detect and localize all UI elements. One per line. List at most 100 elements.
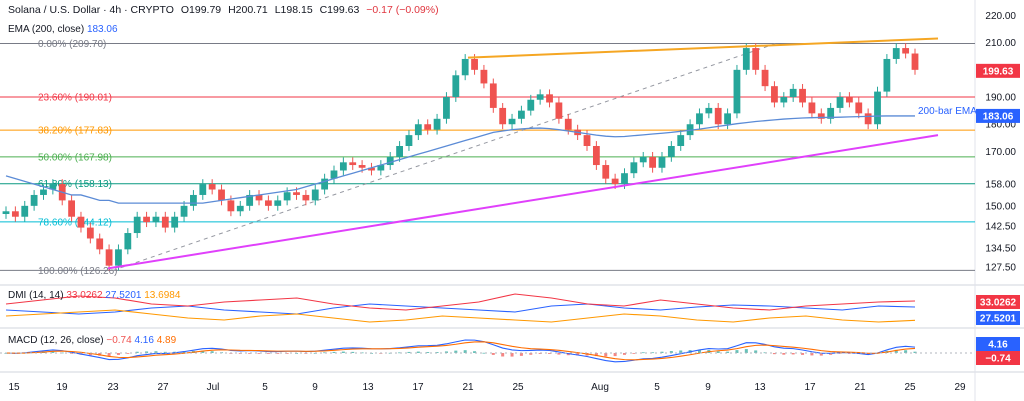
- macd-histogram-bar: [398, 352, 402, 354]
- candle-body: [452, 75, 460, 98]
- candle-body: [705, 107, 713, 114]
- candle-body: [161, 216, 169, 228]
- macd-hist-value: −0.74: [106, 335, 132, 346]
- candle-body: [902, 48, 910, 54]
- macd-histogram-bar: [332, 351, 336, 353]
- candle-body: [817, 113, 825, 119]
- macd-histogram-bar: [641, 352, 645, 354]
- candle-body: [180, 205, 188, 217]
- candle-body: [733, 69, 741, 114]
- macd-histogram-bar: [594, 353, 598, 357]
- candle-body: [68, 200, 75, 217]
- dmi-legend: DMI (14, 14) 33.0262 27.5201 13.6984: [8, 290, 180, 301]
- x-tick-label: 17: [804, 382, 816, 393]
- dmi-minus-line: [5, 293, 916, 311]
- ema-200-line: [5, 115, 915, 204]
- ohlc-open: O199.79: [180, 4, 222, 16]
- macd-histogram-bar: [257, 353, 261, 354]
- y-tick-label: 210.00: [985, 38, 1016, 49]
- x-tick-label: 29: [954, 382, 966, 393]
- x-tick-label: Aug: [591, 382, 609, 393]
- candle-body: [892, 48, 900, 59]
- candle-body: [714, 107, 722, 125]
- candle-body: [424, 124, 432, 130]
- macd-histogram-bar: [819, 353, 823, 356]
- macd-histogram-bar: [791, 353, 795, 355]
- ema-price-tag: 183.06: [983, 111, 1014, 122]
- candle-body: [414, 124, 422, 136]
- macd-histogram-bar: [463, 350, 467, 353]
- x-tick-label: 9: [312, 382, 318, 393]
- macd-histogram-bar: [407, 351, 411, 353]
- candle-body: [443, 97, 450, 119]
- macd-histogram-bar: [426, 352, 430, 353]
- last-price-tag: 199.63: [983, 66, 1014, 77]
- candle-body: [124, 233, 132, 250]
- fib-level-label: 0.00% (209.70): [38, 39, 106, 50]
- candle-body: [742, 48, 750, 70]
- candle-body: [489, 83, 497, 108]
- macd-histogram-bar: [248, 353, 252, 354]
- candle-body: [49, 184, 57, 190]
- candle-body: [911, 53, 919, 70]
- candle-body: [368, 167, 375, 171]
- macd-line-tag: 4.16: [988, 340, 1008, 351]
- macd-histogram-bar: [501, 353, 505, 357]
- candle-body: [227, 200, 235, 212]
- candle-body: [152, 216, 160, 223]
- candle-body: [302, 194, 310, 201]
- x-tick-label: 15: [8, 382, 20, 393]
- macd-histogram-bar: [669, 351, 673, 353]
- macd-histogram-bar: [276, 353, 280, 354]
- ema-label: EMA (200, close): [8, 24, 85, 35]
- macd-histogram-bar: [454, 350, 458, 353]
- candle-body: [115, 249, 122, 266]
- fib-level-label: 100.00% (126.26): [38, 266, 118, 277]
- candle-body: [855, 102, 863, 114]
- candle-body: [555, 102, 563, 119]
- candle-body: [105, 249, 113, 266]
- candle-body: [836, 97, 844, 108]
- candle-body: [208, 184, 216, 190]
- candle-body: [771, 86, 778, 103]
- macd-histogram-bar: [548, 353, 552, 354]
- macd-histogram-bar: [107, 353, 111, 357]
- macd-histogram-bar: [416, 351, 420, 353]
- ema-price-tag-bg: [976, 108, 1020, 123]
- macd-histogram-bar: [126, 353, 130, 354]
- x-tick-label: 5: [654, 382, 660, 393]
- macd-histogram-bar: [660, 351, 664, 353]
- candle-body: [874, 91, 881, 125]
- fib-level-label: 78.60% (144.12): [38, 217, 112, 228]
- candle-body: [780, 97, 788, 103]
- ohlc-low: L198.15: [274, 4, 313, 16]
- candle-body: [602, 165, 610, 179]
- candle-body: [21, 205, 29, 217]
- x-tick-label: 5: [262, 382, 268, 393]
- macd-histogram-bar: [201, 350, 205, 353]
- dmi-plus-line: [5, 303, 916, 315]
- macd-histogram-bar: [60, 352, 64, 354]
- macd-line-tag-bg: [976, 337, 1020, 351]
- candle-body: [264, 200, 272, 206]
- macd-histogram-bar: [482, 352, 486, 354]
- macd-histogram-bar: [904, 350, 908, 353]
- y-tick-label: 220.00: [985, 11, 1016, 22]
- fib-level-label: 61.80% (158.13): [38, 179, 112, 190]
- fib-level-label: 38.20% (177.83): [38, 126, 112, 137]
- candle-body: [583, 135, 591, 146]
- candle-body: [546, 94, 553, 103]
- fib-level-label: 50.00% (167.98): [38, 152, 112, 163]
- macd-histogram-bar: [323, 352, 327, 354]
- macd-histogram-bar: [613, 353, 617, 357]
- macd-histogram-bar: [679, 350, 683, 353]
- candle-body: [143, 216, 150, 223]
- dmi-value-tag: 33.0262: [980, 298, 1017, 309]
- macd-histogram-bar: [576, 353, 580, 356]
- macd-histogram-bar: [557, 353, 561, 355]
- y-tick-label: 134.50: [985, 244, 1016, 255]
- candle-body: [518, 110, 525, 119]
- macd-histogram-bar: [266, 353, 270, 354]
- candle-body: [199, 184, 207, 195]
